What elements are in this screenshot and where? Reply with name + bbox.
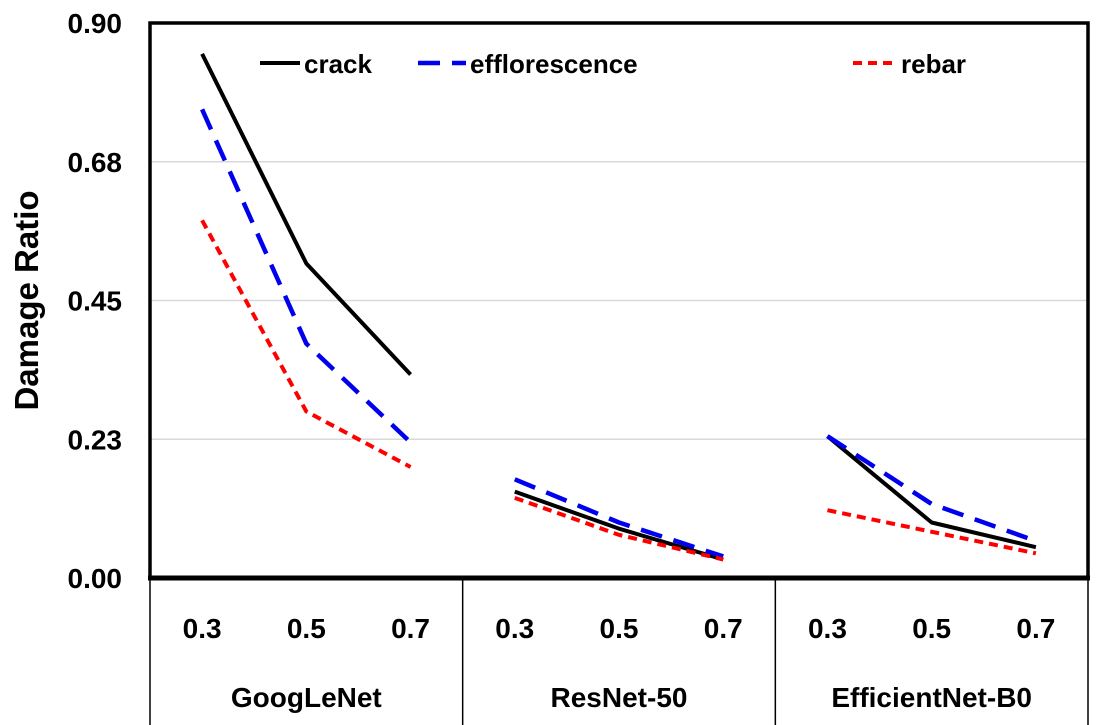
series-line-rebar [200, 219, 412, 469]
series-line-rebar [514, 495, 724, 562]
legend-label-crack: crack [304, 49, 372, 79]
y-tick-label: 0.68 [68, 147, 123, 178]
y-tick-label: 0.00 [68, 563, 123, 594]
y-axis-title: Damage Ratio [8, 190, 45, 410]
group-label: EfficientNet-B0 [831, 682, 1032, 713]
x-tick-label: 0.3 [808, 613, 847, 644]
y-tick-label: 0.90 [68, 8, 123, 39]
x-tick-label: 0.7 [704, 613, 743, 644]
series-line-rebar [827, 508, 1037, 556]
x-tick-label: 0.7 [1016, 613, 1055, 644]
x-tick-label: 0.5 [912, 613, 951, 644]
series-line-crack [826, 434, 1037, 550]
legend-label-rebar: rebar [901, 49, 966, 79]
group-label: GoogLeNet [231, 682, 382, 713]
group-label: ResNet-50 [551, 682, 688, 713]
series-line-crack [514, 489, 724, 562]
series-line-efflorescence [513, 477, 724, 559]
y-tick-label: 0.23 [68, 424, 123, 455]
series-line-efflorescence [826, 434, 1037, 544]
y-tick-label: 0.45 [68, 286, 123, 317]
x-tick-label: 0.3 [183, 613, 222, 644]
x-tick-label: 0.3 [495, 613, 534, 644]
x-tick-label: 0.5 [287, 613, 326, 644]
series-line-crack [200, 52, 413, 376]
x-tick-label: 0.7 [391, 613, 430, 644]
x-tick-label: 0.5 [600, 613, 639, 644]
legend-label-efflorescence: efflorescence [470, 49, 638, 79]
series-line-efflorescence [200, 108, 413, 444]
